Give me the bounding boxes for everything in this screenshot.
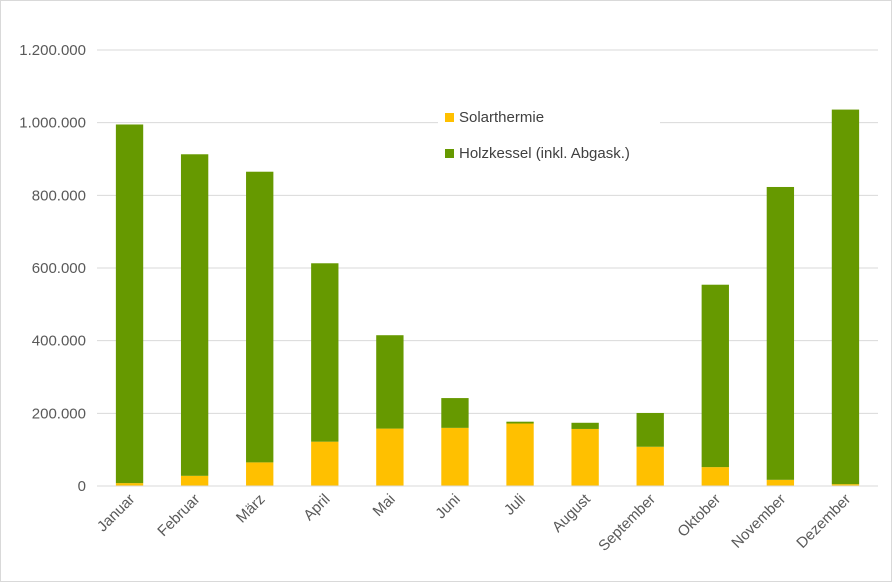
bar-solarthermie-februar [180, 475, 209, 486]
bar-solarthermie-november [766, 479, 795, 486]
x-tick-label: April [300, 491, 333, 524]
x-tick-label: September [595, 491, 659, 555]
bar-holzkessel-juni [441, 398, 469, 428]
x-tick-label: Juli [501, 491, 529, 519]
bar-solarthermie-oktober [701, 467, 729, 486]
bar-holzkessel-juli [506, 421, 534, 424]
y-tick-label: 1.000.000 [19, 115, 86, 132]
y-tick-label: 800.000 [32, 187, 86, 204]
bar-holzkessel-dezember [831, 109, 860, 485]
y-tick-label: 0 [78, 478, 86, 495]
y-tick-label: 400.000 [32, 333, 86, 350]
bar-solarthermie-juni [441, 427, 469, 486]
x-tick-label: März [233, 491, 269, 527]
x-axis-ticks: Januar Februar März April Mai Juni Juli August S… [94, 490, 854, 554]
y-tick-label: 1.200.000 [19, 42, 86, 59]
y-axis-ticks: 0 200.000 400.000 600.000 800.000 1.000.000 1.… [19, 42, 86, 495]
bar-solarthermie-juli [506, 423, 534, 486]
x-tick-label: August [549, 490, 595, 536]
x-tick-label: Dezember [793, 491, 854, 552]
bar-holzkessel-januar [115, 124, 144, 484]
x-tick-label: November [728, 491, 789, 552]
legend: Solarthermie Holzkessel (inkl. Abgask.) [438, 98, 660, 170]
x-tick-label: Januar [94, 491, 138, 535]
x-tick-label: Oktober [674, 491, 724, 541]
legend-background [438, 98, 660, 170]
bar-solarthermie-dezember [831, 484, 860, 486]
bar-solarthermie-märz [246, 462, 274, 486]
bar-solarthermie-mai [376, 428, 404, 486]
legend-label-holzkessel: Holzkessel (inkl. Abgask.) [459, 145, 630, 162]
bar-holzkessel-august [571, 422, 599, 429]
bar-solarthermie-april [311, 441, 339, 486]
x-tick-label: Juni [432, 491, 463, 522]
bar-solarthermie-september [636, 446, 664, 486]
bar-holzkessel-november [766, 186, 795, 480]
y-tick-label: 200.000 [32, 405, 86, 422]
legend-label-solarthermie: Solarthermie [459, 109, 544, 126]
bar-holzkessel-februar [180, 154, 209, 476]
bar-holzkessel-mai [376, 335, 404, 429]
y-tick-label: 600.000 [32, 260, 86, 277]
bar-solarthermie-august [571, 428, 599, 486]
legend-swatch-holzkessel [445, 149, 454, 158]
bar-holzkessel-oktober [701, 284, 729, 468]
legend-swatch-solarthermie [445, 113, 454, 122]
bar-holzkessel-märz [246, 171, 274, 463]
x-tick-label: Februar [154, 491, 203, 540]
bars [115, 109, 860, 486]
bar-holzkessel-september [636, 412, 664, 447]
bar-solarthermie-januar [115, 483, 144, 486]
bar-holzkessel-april [311, 263, 339, 442]
x-tick-label: Mai [370, 491, 399, 520]
